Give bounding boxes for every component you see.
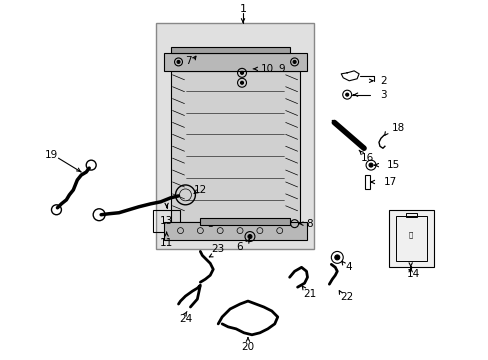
Bar (395, 216, 426, 261)
Bar (170, 71, 299, 222)
Text: 2: 2 (380, 76, 386, 86)
Text: 1: 1 (239, 4, 246, 14)
Text: 3: 3 (380, 90, 386, 100)
Circle shape (240, 71, 243, 74)
Text: 24: 24 (179, 314, 192, 324)
Text: 15: 15 (386, 160, 399, 170)
Text: 22: 22 (340, 292, 353, 302)
Bar (155, 23, 314, 249)
Text: 14: 14 (406, 269, 420, 279)
Bar (163, 222, 306, 239)
Circle shape (334, 255, 339, 260)
Text: 6: 6 (236, 243, 243, 252)
Bar (152, 210, 180, 231)
Circle shape (240, 81, 243, 84)
Bar (365, 175, 369, 189)
Text: 7: 7 (185, 56, 191, 66)
Text: 11: 11 (160, 238, 173, 248)
Circle shape (247, 235, 251, 239)
Text: 5: 5 (206, 219, 213, 229)
Bar (388, 210, 433, 267)
Text: 10: 10 (261, 64, 274, 74)
Text: 4: 4 (345, 262, 352, 272)
Bar (405, 213, 416, 217)
Text: 16: 16 (360, 153, 373, 163)
Circle shape (292, 60, 296, 63)
Text: 18: 18 (391, 123, 405, 134)
Text: 13: 13 (160, 216, 173, 226)
Circle shape (177, 60, 180, 63)
Text: 12: 12 (193, 185, 206, 195)
Text: 9: 9 (278, 64, 285, 74)
Bar (170, 47, 289, 53)
Text: 21: 21 (302, 289, 315, 299)
Text: 19: 19 (45, 150, 58, 160)
Bar (200, 218, 289, 225)
Bar (163, 53, 306, 71)
Text: 20: 20 (241, 342, 254, 352)
Text: 17: 17 (383, 177, 396, 187)
Circle shape (345, 93, 348, 96)
Circle shape (368, 163, 372, 167)
Text: 8: 8 (305, 219, 312, 229)
Text: 23: 23 (211, 244, 224, 255)
Text: 🔹: 🔹 (408, 231, 412, 238)
